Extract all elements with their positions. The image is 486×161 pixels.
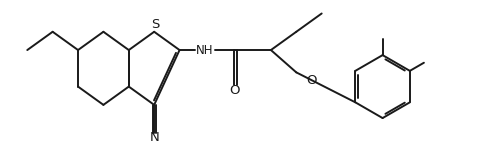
Text: O: O <box>229 84 240 97</box>
Text: S: S <box>151 18 159 31</box>
Text: N: N <box>149 131 159 144</box>
Text: NH: NH <box>196 43 214 57</box>
Text: O: O <box>306 74 317 87</box>
